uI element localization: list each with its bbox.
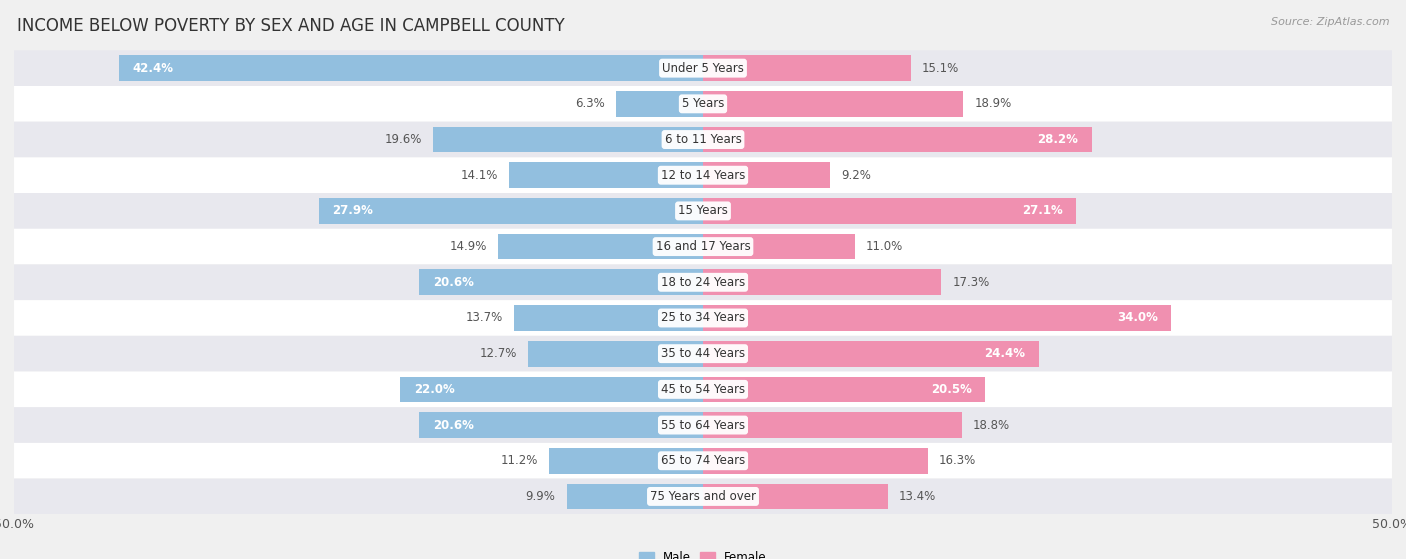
Text: 11.2%: 11.2% bbox=[501, 454, 537, 467]
Text: 55 to 64 Years: 55 to 64 Years bbox=[661, 419, 745, 432]
Bar bbox=[703, 198, 1077, 224]
Bar bbox=[703, 127, 1091, 153]
Text: 6 to 11 Years: 6 to 11 Years bbox=[665, 133, 741, 146]
Text: 11.0%: 11.0% bbox=[866, 240, 903, 253]
Text: 24.4%: 24.4% bbox=[984, 347, 1025, 360]
Text: 16.3%: 16.3% bbox=[939, 454, 976, 467]
Text: 14.1%: 14.1% bbox=[460, 169, 498, 182]
Text: 14.9%: 14.9% bbox=[450, 240, 486, 253]
FancyBboxPatch shape bbox=[14, 122, 1392, 158]
Bar bbox=[419, 412, 703, 438]
Bar bbox=[703, 91, 963, 117]
Text: 34.0%: 34.0% bbox=[1116, 311, 1157, 324]
Bar bbox=[703, 448, 928, 473]
Text: 12 to 14 Years: 12 to 14 Years bbox=[661, 169, 745, 182]
Bar bbox=[319, 198, 703, 224]
FancyBboxPatch shape bbox=[14, 264, 1392, 300]
FancyBboxPatch shape bbox=[14, 50, 1392, 86]
Text: 16 and 17 Years: 16 and 17 Years bbox=[655, 240, 751, 253]
Bar bbox=[703, 234, 855, 259]
Text: 9.2%: 9.2% bbox=[841, 169, 870, 182]
Bar bbox=[509, 162, 703, 188]
Bar bbox=[399, 377, 703, 402]
Text: 19.6%: 19.6% bbox=[384, 133, 422, 146]
Text: 27.1%: 27.1% bbox=[1022, 205, 1063, 217]
Text: 5 Years: 5 Years bbox=[682, 97, 724, 110]
Bar bbox=[703, 55, 911, 81]
Bar bbox=[703, 412, 962, 438]
Text: 17.3%: 17.3% bbox=[952, 276, 990, 289]
Bar bbox=[498, 234, 703, 259]
Bar bbox=[703, 269, 942, 295]
FancyBboxPatch shape bbox=[14, 86, 1392, 122]
Bar bbox=[567, 484, 703, 509]
Text: 42.4%: 42.4% bbox=[132, 61, 173, 75]
Text: 28.2%: 28.2% bbox=[1036, 133, 1078, 146]
Text: 65 to 74 Years: 65 to 74 Years bbox=[661, 454, 745, 467]
FancyBboxPatch shape bbox=[14, 158, 1392, 193]
Text: 22.0%: 22.0% bbox=[413, 383, 454, 396]
Text: 13.4%: 13.4% bbox=[898, 490, 936, 503]
FancyBboxPatch shape bbox=[14, 193, 1392, 229]
Bar bbox=[548, 448, 703, 473]
Text: 18 to 24 Years: 18 to 24 Years bbox=[661, 276, 745, 289]
Text: 13.7%: 13.7% bbox=[465, 311, 503, 324]
Text: 6.3%: 6.3% bbox=[575, 97, 605, 110]
Bar bbox=[433, 127, 703, 153]
Bar bbox=[703, 377, 986, 402]
FancyBboxPatch shape bbox=[14, 336, 1392, 372]
Legend: Male, Female: Male, Female bbox=[640, 551, 766, 559]
Bar bbox=[118, 55, 703, 81]
Text: 75 Years and over: 75 Years and over bbox=[650, 490, 756, 503]
Bar bbox=[515, 305, 703, 331]
FancyBboxPatch shape bbox=[14, 443, 1392, 479]
Text: Source: ZipAtlas.com: Source: ZipAtlas.com bbox=[1271, 17, 1389, 27]
Bar bbox=[419, 269, 703, 295]
FancyBboxPatch shape bbox=[14, 300, 1392, 336]
Text: 20.6%: 20.6% bbox=[433, 276, 474, 289]
Bar bbox=[703, 341, 1039, 367]
Text: 15 Years: 15 Years bbox=[678, 205, 728, 217]
Text: 20.6%: 20.6% bbox=[433, 419, 474, 432]
Bar bbox=[703, 484, 887, 509]
FancyBboxPatch shape bbox=[14, 229, 1392, 264]
Text: 9.9%: 9.9% bbox=[526, 490, 555, 503]
Text: INCOME BELOW POVERTY BY SEX AND AGE IN CAMPBELL COUNTY: INCOME BELOW POVERTY BY SEX AND AGE IN C… bbox=[17, 17, 565, 35]
Text: Under 5 Years: Under 5 Years bbox=[662, 61, 744, 75]
Text: 18.8%: 18.8% bbox=[973, 419, 1010, 432]
Text: 27.9%: 27.9% bbox=[332, 205, 373, 217]
Text: 35 to 44 Years: 35 to 44 Years bbox=[661, 347, 745, 360]
Text: 45 to 54 Years: 45 to 54 Years bbox=[661, 383, 745, 396]
Bar bbox=[703, 162, 830, 188]
Text: 15.1%: 15.1% bbox=[922, 61, 959, 75]
Text: 18.9%: 18.9% bbox=[974, 97, 1012, 110]
Bar bbox=[616, 91, 703, 117]
FancyBboxPatch shape bbox=[14, 479, 1392, 514]
Text: 20.5%: 20.5% bbox=[931, 383, 972, 396]
FancyBboxPatch shape bbox=[14, 407, 1392, 443]
Text: 25 to 34 Years: 25 to 34 Years bbox=[661, 311, 745, 324]
FancyBboxPatch shape bbox=[14, 372, 1392, 407]
Bar bbox=[529, 341, 703, 367]
Bar bbox=[703, 305, 1171, 331]
Text: 12.7%: 12.7% bbox=[479, 347, 517, 360]
